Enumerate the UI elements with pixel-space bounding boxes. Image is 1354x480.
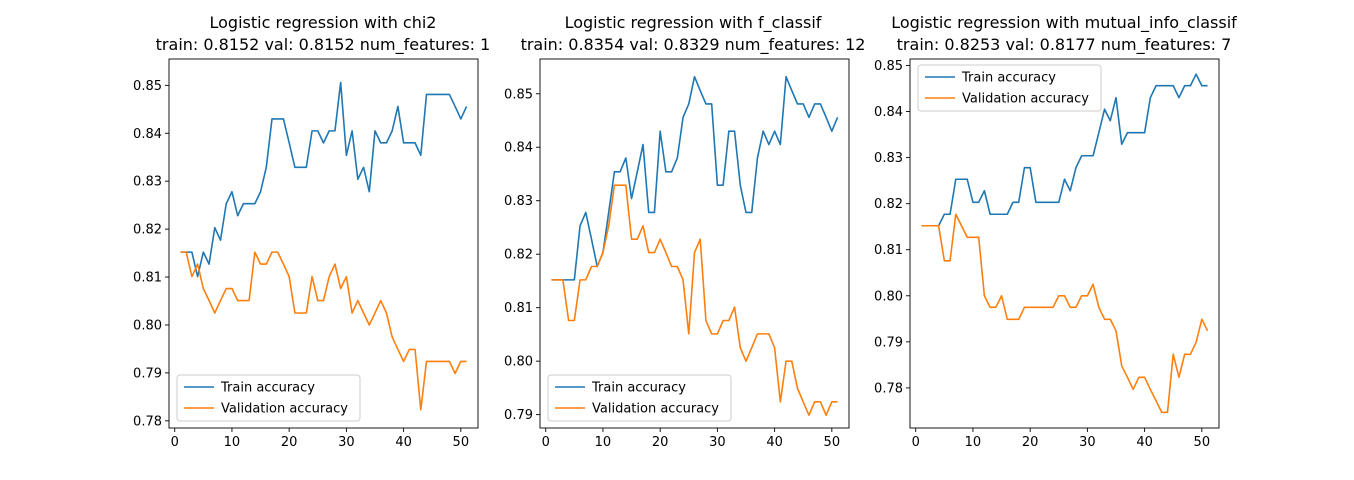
subplot-subtitle: train: 0.8253 val: 0.8177 num_features: … — [897, 35, 1232, 55]
x-tick-label: 0 — [542, 435, 550, 450]
y-tick-label: 0.83 — [874, 151, 903, 166]
subplot-chi2: Logistic regression with chi2 train: 0.8… — [133, 13, 490, 450]
y-tick-label: 0.80 — [133, 318, 162, 333]
validation-accuracy-line — [180, 251, 467, 411]
legend-box — [176, 374, 361, 422]
y-tick-label: 0.85 — [133, 79, 162, 94]
y-tick-label: 0.82 — [874, 197, 903, 212]
legend-label-validation: Validation accuracy — [221, 402, 348, 417]
train-accuracy-line — [180, 81, 468, 278]
subplot-subtitle: train: 0.8354 val: 0.8329 num_features: … — [521, 35, 866, 55]
legend-box — [547, 374, 732, 422]
legend: Train accuracy Validation accuracy — [547, 374, 732, 422]
axes-frame — [539, 58, 850, 429]
y-tick-label: 0.82 — [133, 223, 162, 238]
subplot-subtitle: train: 0.8152 val: 0.8152 num_features: … — [156, 35, 491, 55]
y-tick-label: 0.80 — [874, 289, 903, 304]
x-tick-label: 20 — [281, 435, 298, 450]
x-tick-label: 30 — [709, 435, 726, 450]
axes-frame — [168, 58, 479, 429]
x-tick-label: 30 — [338, 435, 355, 450]
y-tick-label: 0.83 — [133, 175, 162, 190]
x-tick-label: 40 — [395, 435, 412, 450]
subplot-mutual-info-classif: Logistic regression with mutual_info_cla… — [874, 13, 1237, 450]
x-tick-label: 50 — [1194, 435, 1211, 450]
y-tick-label: 0.80 — [504, 355, 533, 370]
train-accuracy-line — [921, 73, 1208, 227]
x-tick-label: 0 — [912, 435, 920, 450]
legend: Train accuracy Validation accuracy — [917, 64, 1102, 112]
x-tick-label: 20 — [652, 435, 669, 450]
x-tick-label: 20 — [1022, 435, 1039, 450]
y-tick-label: 0.79 — [504, 408, 533, 423]
validation-accuracy-line — [551, 184, 838, 416]
x-tick-label: 50 — [453, 435, 470, 450]
y-tick-label: 0.84 — [504, 141, 533, 156]
y-tick-label: 0.84 — [133, 127, 162, 142]
y-tick-label: 0.78 — [874, 381, 903, 396]
legend-label-train: Train accuracy — [220, 381, 315, 396]
x-tick-label: 40 — [1136, 435, 1153, 450]
y-tick-label: 0.81 — [504, 301, 533, 316]
subplot-title: Logistic regression with mutual_info_cla… — [891, 13, 1237, 33]
y-tick-label: 0.81 — [133, 271, 162, 286]
x-tick-label: 10 — [224, 435, 241, 450]
legend-label-validation: Validation accuracy — [592, 402, 719, 417]
x-tick-label: 40 — [766, 435, 783, 450]
legend-label-train: Train accuracy — [961, 71, 1056, 86]
y-tick-label: 0.83 — [504, 194, 533, 209]
x-tick-label: 0 — [171, 435, 179, 450]
x-tick-label: 10 — [595, 435, 612, 450]
legend-label-train: Train accuracy — [591, 381, 686, 396]
validation-accuracy-line — [921, 213, 1209, 414]
y-tick-label: 0.81 — [874, 243, 903, 258]
x-tick-label: 30 — [1079, 435, 1096, 450]
y-tick-label: 0.84 — [874, 105, 903, 120]
subplot-title: Logistic regression with f_classif — [565, 13, 822, 33]
y-tick-label: 0.79 — [133, 366, 162, 381]
y-tick-label: 0.78 — [133, 414, 162, 429]
y-tick-label: 0.82 — [504, 248, 533, 263]
x-tick-label: 50 — [824, 435, 841, 450]
legend: Train accuracy Validation accuracy — [176, 374, 361, 422]
x-tick-label: 10 — [965, 435, 982, 450]
subplot-f-classif: Logistic regression with f_classif train… — [504, 13, 865, 450]
legend-label-validation: Validation accuracy — [962, 92, 1089, 107]
subplot-title: Logistic regression with chi2 — [210, 13, 437, 32]
legend-box — [917, 64, 1102, 112]
y-tick-label: 0.79 — [874, 335, 903, 350]
axes-frame — [909, 58, 1220, 429]
y-tick-label: 0.85 — [504, 87, 533, 102]
y-tick-label: 0.85 — [874, 59, 903, 74]
